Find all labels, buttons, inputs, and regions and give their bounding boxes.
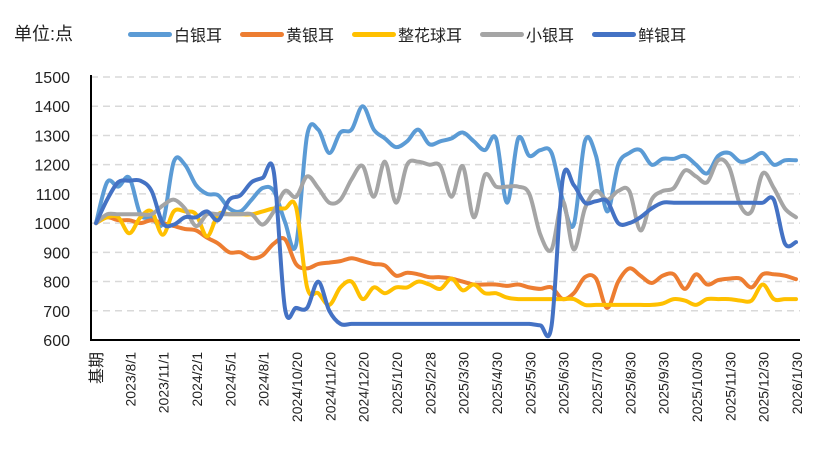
x-tick-label: 2024/8/1 (256, 352, 272, 407)
legend-item-1: 黄银耳 (240, 22, 334, 46)
x-tick-label: 2025/9/30 (656, 352, 672, 414)
x-tick-label: 2024/2/1 (189, 352, 205, 407)
x-tick-label: 2024/5/1 (222, 352, 238, 407)
x-tick-label: 2025/2/28 (422, 352, 438, 414)
x-tick-label: 2023/8/1 (122, 352, 138, 407)
y-tick-label: 900 (43, 245, 70, 262)
legend-label-4: 鲜银耳 (638, 28, 687, 45)
unit-label: 单位:点 (14, 24, 74, 44)
legend-item-0: 白银耳 (128, 22, 222, 46)
x-tick-label: 2025/3/30 (456, 352, 472, 414)
legend-swatch-2 (352, 31, 397, 37)
x-tick-label: 2026/1/30 (789, 352, 805, 414)
legend-item-2: 整花球耳 (352, 22, 462, 46)
x-tick-label: 基期 (88, 352, 106, 384)
x-tick-label: 2025/10/30 (689, 352, 705, 422)
x-tick-label: 2025/5/30 (522, 352, 538, 414)
series-line-3 (94, 157, 798, 253)
x-tick-label: 2024/12/20 (356, 352, 372, 422)
legend-label-3: 小银耳 (526, 28, 575, 45)
x-tick-label: 2025/6/30 (556, 352, 572, 414)
legend-swatch-1 (240, 31, 285, 37)
y-tick-label: 1200 (34, 158, 70, 175)
legend-swatch-3 (480, 31, 525, 37)
series-line-2 (94, 199, 798, 308)
legend-item-4: 鲜银耳 (592, 22, 686, 46)
legend-label-2: 整花球耳 (398, 28, 463, 45)
series-line-0 (94, 104, 798, 251)
legend-label-0: 白银耳 (174, 28, 223, 45)
legend-swatch-0 (128, 31, 172, 37)
y-tick-label: 800 (43, 275, 70, 292)
legend-item-3: 小银耳 (480, 22, 574, 46)
y-tick-label: 1000 (34, 216, 70, 233)
y-tick-label: 600 (43, 333, 70, 350)
series-line-4 (94, 161, 798, 339)
x-tick-label: 2025/8/30 (622, 352, 638, 414)
x-tick-label: 2025/12/30 (756, 352, 772, 422)
legend-swatch-4 (592, 31, 637, 37)
x-tick-label: 2024/11/20 (322, 352, 338, 421)
x-tick-label: 2024/10/20 (289, 352, 305, 422)
x-tick-label: 2025/1/20 (389, 352, 405, 414)
legend-label-1: 黄银耳 (286, 28, 335, 45)
x-tick-label: 2025/7/30 (589, 352, 605, 414)
y-tick-label: 700 (43, 304, 70, 321)
x-tick-label: 2025/11/30 (722, 352, 738, 421)
y-tick-label: 1100 (36, 187, 71, 204)
y-tick-label: 1400 (34, 99, 70, 116)
series-line-1 (94, 215, 798, 310)
x-tick-label: 2025/4/30 (489, 352, 505, 414)
x-tick-label: 2023/11/1 (156, 352, 172, 413)
y-tick-label: 1300 (34, 128, 70, 145)
legend: 白银耳 黄银耳 整花球耳 小银耳 鲜银耳 (128, 22, 704, 46)
y-tick-label: 1500 (34, 70, 70, 87)
